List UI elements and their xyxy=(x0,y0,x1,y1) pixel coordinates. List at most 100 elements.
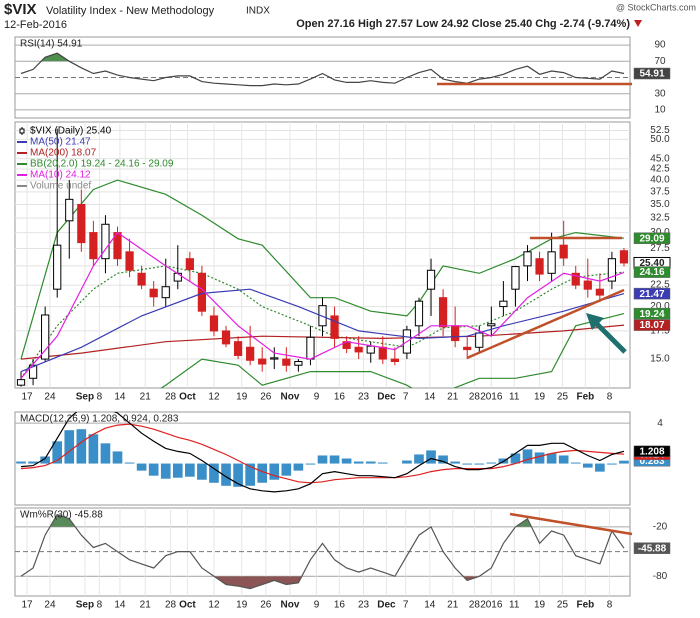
legend-label: MA(10) 24.12 xyxy=(30,170,91,181)
x-tick-label: 28 xyxy=(469,600,481,611)
x-tick-label: 16 xyxy=(334,600,346,611)
histogram-bar xyxy=(353,461,364,464)
x-tick-label: 9 xyxy=(314,600,320,611)
histogram-bar xyxy=(426,450,436,464)
x-tick-label: Dec xyxy=(377,600,396,611)
candle-body xyxy=(378,346,387,360)
x-tick-label: 21 xyxy=(140,392,152,403)
histogram-bar xyxy=(124,462,135,464)
candle-body xyxy=(366,345,375,354)
x-tick-label: Dec xyxy=(377,392,396,403)
candle-body xyxy=(414,300,424,327)
candle-body xyxy=(246,346,255,361)
histogram-bar xyxy=(462,463,473,465)
y-tick-label: -20 xyxy=(653,522,668,533)
candle-body xyxy=(258,358,267,365)
y-tick-label: 45.0 xyxy=(650,153,670,164)
histogram-bar xyxy=(40,456,50,464)
candle-body xyxy=(451,325,460,342)
legend-label: $VIX (Daily) 25.40 xyxy=(30,126,112,137)
x-tick-label: 21 xyxy=(140,600,152,611)
candle-body xyxy=(221,330,231,345)
histogram-bar xyxy=(450,461,460,464)
x-tick-label: 17 xyxy=(21,600,33,611)
series-line xyxy=(20,52,625,87)
histogram-bar xyxy=(377,462,388,464)
y-tick-label: 37.5 xyxy=(650,187,670,198)
legend-label: MA(50) 21.47 xyxy=(30,137,91,148)
x-tick-label: Oct xyxy=(179,392,196,403)
histogram-bar xyxy=(402,460,412,464)
candle-body xyxy=(463,346,472,351)
y-tick-label: 52.5 xyxy=(650,125,670,136)
series-line xyxy=(20,412,625,493)
x-tick-label: 21 xyxy=(447,392,459,403)
candle-body xyxy=(101,223,110,260)
x-tick-label: Sep xyxy=(76,392,94,403)
histogram-bar xyxy=(233,463,243,487)
x-tick-label: 7 xyxy=(403,600,409,611)
x-tick-label: 14 xyxy=(424,600,436,611)
histogram-bar xyxy=(341,458,352,464)
annotations xyxy=(437,82,633,536)
legend-label: Volume undef xyxy=(30,181,91,192)
last-value-label: 29.09 xyxy=(639,233,664,244)
x-tick-label: 16 xyxy=(334,392,346,403)
symbol-name: Volatility Index - New Methodology xyxy=(46,5,215,17)
plot-area xyxy=(16,412,629,493)
candle-body xyxy=(137,272,146,286)
histogram-bar xyxy=(112,451,123,464)
arrow-head xyxy=(586,313,604,330)
candle-body xyxy=(77,203,86,244)
series-line xyxy=(20,513,625,590)
x-tick-label: 28 xyxy=(165,600,177,611)
candle-body xyxy=(511,266,520,290)
panel-title: Wm%R(30) -45.88 xyxy=(20,510,103,521)
histogram-bar xyxy=(607,463,617,465)
candle-body xyxy=(559,244,568,259)
y-tick-label: 70 xyxy=(654,56,666,67)
histogram-bar xyxy=(269,463,280,480)
x-tick-label: 7 xyxy=(403,392,409,403)
histogram-bar xyxy=(16,461,26,464)
histogram-bar xyxy=(558,455,569,464)
last-value-label: 0.283 xyxy=(639,456,664,467)
x-tick-label: 14 xyxy=(424,392,436,403)
y-tick-label: 4 xyxy=(657,418,663,429)
candle-body xyxy=(173,272,182,282)
histogram-bar xyxy=(197,463,207,480)
x-tick-label: Oct xyxy=(179,600,196,611)
arrow-shaft xyxy=(594,321,627,354)
candle-body xyxy=(125,251,134,271)
histogram-bar xyxy=(88,434,99,464)
series-line xyxy=(160,313,625,388)
x-tick-label: 8 xyxy=(607,600,613,611)
histogram-bar xyxy=(570,462,581,464)
x-tick-label: 28 xyxy=(165,392,177,403)
x-tick-label: 2016 xyxy=(480,600,503,611)
willr-trend-line xyxy=(509,512,633,536)
candle-body xyxy=(149,288,158,298)
y-tick-label: 20.0 xyxy=(650,301,670,312)
date: 12-Feb-2016 xyxy=(4,19,67,31)
legend-label: MA(200) 18.07 xyxy=(30,148,97,159)
series-line xyxy=(20,324,625,360)
last-value-box xyxy=(633,232,671,244)
panel-title: MACD(12,26,9) 1.208, 0.924, 0.283 xyxy=(20,414,179,425)
candle-body xyxy=(390,358,399,363)
last-value-label: 1.208 xyxy=(639,446,664,457)
last-value-box xyxy=(633,542,671,554)
candle-body xyxy=(571,272,580,286)
histogram-bar xyxy=(414,454,424,464)
x-tick-label: 14 xyxy=(114,600,126,611)
y-tick-label: 90 xyxy=(654,40,666,51)
candle-body xyxy=(185,258,194,271)
histogram-bar xyxy=(28,461,38,464)
histogram-bar xyxy=(546,453,557,464)
candle-body xyxy=(161,286,170,299)
x-tick-label: Sep xyxy=(76,600,94,611)
last-value-box xyxy=(633,319,671,331)
histogram-bar xyxy=(100,443,111,464)
x-tick-label: 28 xyxy=(469,392,481,403)
x-tick-label: 24 xyxy=(44,600,56,611)
